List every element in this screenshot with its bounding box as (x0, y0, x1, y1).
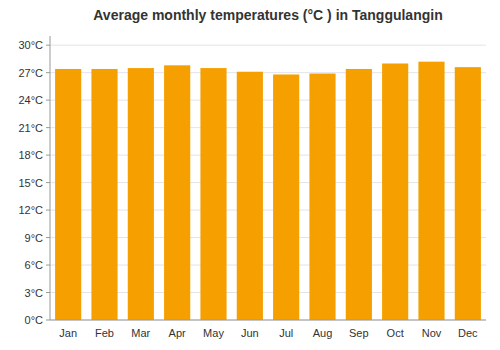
y-tick (46, 182, 50, 183)
bar (91, 69, 117, 320)
bar (55, 69, 81, 320)
bar (346, 69, 372, 320)
y-tick-label: 15°C (18, 177, 43, 189)
y-axis: 0°C 3°C 6°C 9°C 12°C 15°C 18°C 21°C 24°C 27°C 30°C (18, 36, 50, 326)
y-tick-label: 30°C (18, 39, 43, 51)
x-tick-label: Mar (131, 327, 150, 339)
y-tick-label: 27°C (18, 67, 43, 79)
y-tick-label: 6°C (25, 259, 44, 271)
x-tick-label: Nov (422, 327, 442, 339)
y-tick (46, 155, 50, 156)
x-axis-line (50, 320, 486, 321)
y-tick-label: 12°C (18, 204, 43, 216)
y-tick (46, 265, 50, 266)
y-tick-label: 3°C (25, 287, 44, 299)
bar (382, 63, 408, 320)
bar (418, 62, 444, 320)
y-tick (46, 100, 50, 101)
x-tick-label: Dec (458, 327, 478, 339)
y-tick (46, 320, 50, 321)
bar (164, 65, 190, 320)
bar (200, 68, 226, 320)
y-axis-line (50, 36, 51, 320)
grid-line (50, 320, 486, 321)
bar (273, 74, 299, 320)
chart-container: Average monthly temperatures (°C ) in Ta… (0, 0, 500, 350)
y-tick (46, 237, 50, 238)
bar (237, 72, 263, 320)
x-tick-label: Aug (313, 327, 333, 339)
y-tick-label: 24°C (18, 94, 43, 106)
bar (455, 67, 481, 320)
x-tick-label: May (203, 327, 224, 339)
y-tick-label: 0°C (25, 314, 44, 326)
bar (309, 74, 335, 320)
bar (128, 68, 154, 320)
x-axis: Jan Feb Mar Apr May Jun Jul Aug Sep Oct Nov Dec (50, 320, 486, 339)
x-tick-label: Sep (349, 327, 369, 339)
grid (50, 45, 486, 320)
x-tick-label: Jun (241, 327, 259, 339)
x-tick-label: Jan (59, 327, 77, 339)
chart-svg: Average monthly temperatures (°C ) in Ta… (0, 0, 500, 350)
x-tick-label: Jul (279, 327, 293, 339)
grid-line (50, 45, 486, 46)
y-tick-label: 21°C (18, 122, 43, 134)
y-tick (46, 127, 50, 128)
y-tick (46, 72, 50, 73)
x-tick-label: Apr (169, 327, 186, 339)
bars (55, 62, 481, 320)
y-tick-label: 9°C (25, 232, 44, 244)
x-tick-label: Oct (387, 327, 404, 339)
x-tick-label: Feb (95, 327, 114, 339)
y-tick (46, 292, 50, 293)
y-tick (46, 45, 50, 46)
y-tick-label: 18°C (18, 149, 43, 161)
chart-title: Average monthly temperatures (°C ) in Ta… (93, 7, 442, 23)
y-tick (46, 210, 50, 211)
